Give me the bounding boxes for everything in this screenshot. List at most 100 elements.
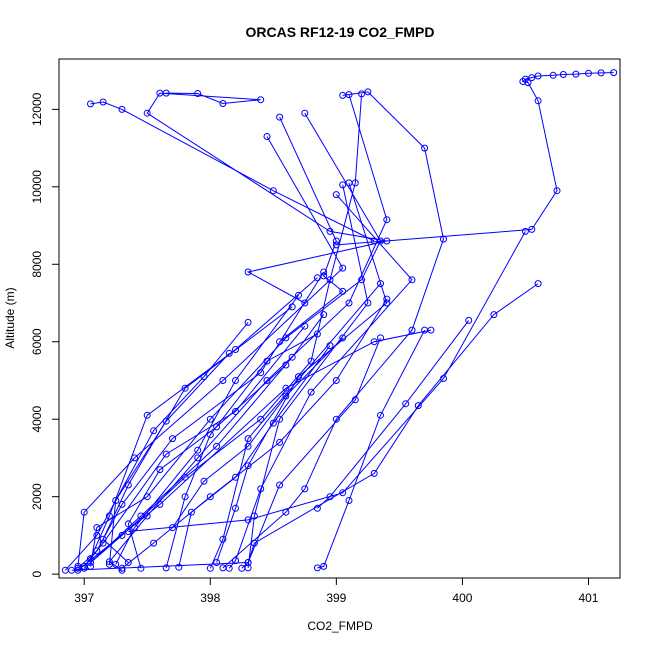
- data-point: [219, 377, 227, 384]
- y-tick-label: 8000: [30, 251, 44, 278]
- data-point: [440, 375, 447, 382]
- data-point: [326, 342, 334, 350]
- data-point: [269, 187, 277, 195]
- x-axis: 397 398 399 400 401: [74, 577, 599, 605]
- data-point: [282, 508, 290, 516]
- data-point: [225, 349, 233, 357]
- data-point: [118, 531, 126, 539]
- data-point: [301, 299, 309, 307]
- data-point: [521, 227, 529, 235]
- data-point: [244, 516, 252, 524]
- data-point: [74, 564, 82, 572]
- series-line: [108, 94, 388, 571]
- data-point: [332, 377, 340, 384]
- data-point: [364, 88, 372, 96]
- data-point: [93, 531, 101, 539]
- data-point: [301, 322, 309, 330]
- data-point: [232, 377, 239, 384]
- series-line: [83, 325, 306, 567]
- data-point: [269, 419, 277, 427]
- data-point: [225, 564, 233, 572]
- data-point: [232, 473, 239, 481]
- y-tick-label: 4000: [30, 406, 44, 433]
- data-point: [99, 98, 107, 106]
- data-point: [572, 70, 580, 78]
- data-point: [238, 564, 246, 572]
- series-line: [115, 295, 299, 565]
- data-point: [257, 96, 265, 104]
- data-point: [553, 187, 561, 195]
- x-tick-label: 399: [326, 591, 346, 605]
- series-line: [90, 101, 375, 242]
- data-point: [219, 100, 227, 107]
- series-line: [128, 231, 526, 532]
- data-point: [534, 72, 542, 80]
- data-point: [383, 216, 391, 224]
- data-point: [105, 558, 113, 566]
- data-point: [206, 493, 214, 501]
- data-point: [358, 276, 366, 284]
- series-line: [64, 322, 249, 571]
- data-point: [519, 78, 527, 85]
- data-point: [528, 74, 536, 82]
- data-point: [194, 90, 202, 97]
- data-point: [213, 559, 221, 566]
- data-point: [219, 535, 227, 543]
- data-point: [244, 559, 252, 566]
- data-point: [370, 338, 378, 346]
- data-point: [118, 566, 126, 574]
- data-point: [194, 446, 202, 454]
- data-point: [339, 264, 347, 272]
- data-point: [345, 299, 353, 307]
- data-point: [118, 500, 126, 508]
- data-point: [332, 237, 340, 245]
- data-point: [244, 462, 252, 470]
- data-point: [131, 524, 139, 532]
- data-point: [169, 435, 176, 443]
- x-tick-label: 398: [200, 591, 220, 605]
- data-point: [169, 524, 176, 532]
- data-point: [358, 90, 366, 98]
- data-point: [383, 295, 391, 303]
- data-point: [232, 557, 239, 565]
- data-point: [87, 559, 94, 566]
- data-point: [295, 291, 302, 299]
- data-point: [408, 276, 416, 284]
- series-line: [247, 184, 369, 568]
- data-point: [313, 330, 321, 338]
- data-point: [276, 415, 284, 423]
- series-line: [77, 329, 432, 571]
- data-point: [585, 69, 592, 77]
- data-point: [427, 326, 435, 334]
- series-line: [127, 364, 287, 569]
- data-point: [282, 334, 290, 342]
- data-point: [93, 547, 101, 555]
- data-point: [440, 235, 447, 243]
- data-point: [339, 489, 347, 497]
- data-point: [377, 411, 384, 419]
- data-point: [263, 133, 271, 140]
- data-point: [320, 268, 328, 276]
- data-point: [105, 512, 113, 520]
- data-point: [257, 485, 265, 493]
- series-line: [121, 298, 388, 569]
- data-point: [200, 477, 208, 485]
- data-point: [137, 512, 145, 520]
- data-point: [150, 539, 158, 547]
- data-point: [282, 361, 290, 369]
- x-tick-label: 400: [452, 591, 472, 605]
- data-point: [244, 268, 252, 276]
- data-point: [131, 454, 139, 462]
- data-point: [345, 91, 353, 99]
- series-lines: [64, 72, 614, 571]
- data-point: [313, 504, 321, 512]
- data-point: [345, 497, 353, 504]
- data-point: [408, 326, 416, 334]
- data-point: [549, 71, 557, 79]
- data-point: [232, 346, 239, 353]
- data-point: [181, 384, 189, 392]
- data-point: [61, 566, 69, 574]
- data-point: [559, 71, 567, 78]
- data-point: [206, 431, 214, 439]
- y-tick-label: 0: [30, 570, 44, 577]
